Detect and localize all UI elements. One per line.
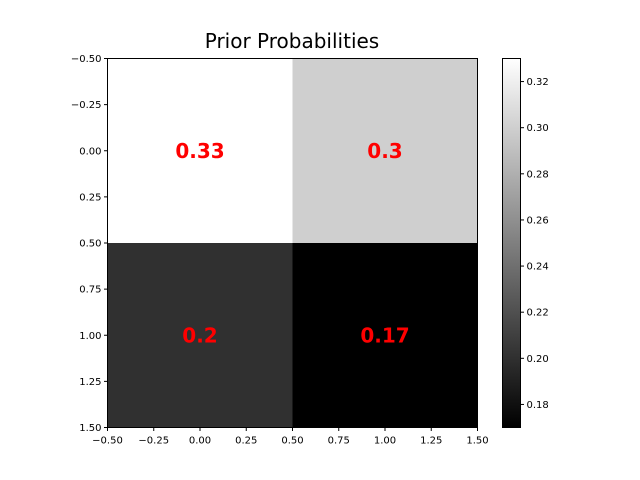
colorbar-tick-label: 0.26	[527, 215, 549, 226]
cell-value-label: 0.3	[367, 139, 402, 163]
y-tick-label: 1.50	[79, 423, 101, 434]
y-tick-label: 0.75	[79, 285, 101, 296]
y-axis: −0.50 −0.25 0.00 0.25 0.50 0.75 1.00 1.25 1.50	[71, 54, 108, 434]
heatmap-cell	[292, 243, 478, 428]
x-tick-label: 0.50	[281, 436, 303, 447]
colorbar-tick-label: 0.22	[527, 308, 549, 319]
cell-annotations: 0.33 0.3 0.2 0.17	[175, 139, 409, 348]
x-tick-label: 1.00	[374, 436, 396, 447]
colorbar-tick-label: 0.18	[527, 400, 549, 411]
heatmap-cell	[292, 58, 478, 243]
colorbar-tick-label: 0.24	[527, 262, 549, 273]
x-tick-label: 1.25	[420, 436, 442, 447]
chart-title: Prior Probabilities	[205, 29, 379, 53]
y-tick-label: 1.00	[79, 331, 101, 342]
heatmap-cell	[107, 58, 293, 243]
cell-value-label: 0.33	[175, 139, 224, 163]
y-tick-label: −0.25	[71, 100, 102, 111]
x-tick-label: 1.50	[466, 436, 488, 447]
colorbar	[502, 58, 521, 428]
cell-value-label: 0.17	[360, 323, 409, 347]
x-tick-label: 0.25	[235, 436, 257, 447]
heatmap-cell	[107, 243, 293, 428]
x-tick-label: 0.00	[189, 436, 211, 447]
y-tick-label: 1.25	[79, 377, 101, 388]
x-tick-label: −0.50	[92, 436, 123, 447]
y-tick-label: 0.00	[79, 146, 101, 157]
colorbar-axis: 0.18 0.20 0.22 0.24 0.26 0.28 0.30 0.32	[520, 77, 549, 411]
cell-value-label: 0.2	[182, 323, 217, 347]
y-tick-label: −0.50	[71, 54, 102, 65]
y-tick-label: 0.25	[79, 192, 101, 203]
x-axis: −0.50 −0.25 0.00 0.25 0.50 0.75 1.00 1.25 1.50	[92, 427, 489, 447]
x-tick-label: 0.75	[328, 436, 350, 447]
colorbar-tick-label: 0.30	[527, 123, 549, 134]
heatmap-cells	[107, 58, 478, 428]
colorbar-tick-label: 0.20	[527, 354, 549, 365]
colorbar-tick-label: 0.32	[527, 77, 549, 88]
y-tick-label: 0.50	[79, 239, 101, 250]
x-tick-label: −0.25	[138, 436, 169, 447]
colorbar-tick-label: 0.28	[527, 169, 549, 180]
